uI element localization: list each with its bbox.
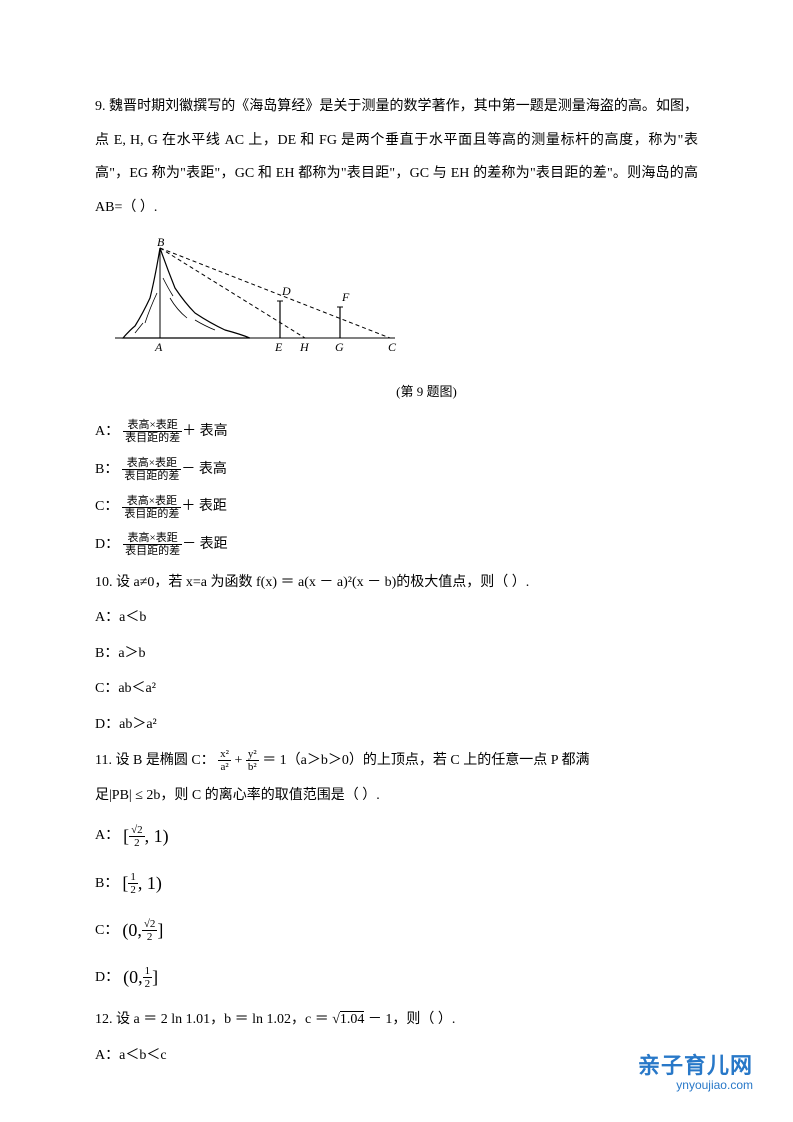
- svg-text:H: H: [299, 340, 310, 354]
- q11-option-b: B： [ 1 2 , 1): [95, 862, 698, 905]
- watermark-url: ynyoujiao.com: [638, 1078, 753, 1092]
- document-content: 9. 魏晋时期刘徽撰写的《海岛算经》是关于测量的数学著作，其中第一题是测量海盗的…: [95, 90, 698, 1073]
- q9-option-a: A： 表高×表距 表目距的差 ＋ 表高: [95, 415, 698, 449]
- q9-text: 9. 魏晋时期刘徽撰写的《海岛算经》是关于测量的数学著作，其中第一题是测量海盗的…: [95, 90, 698, 224]
- watermark-title: 亲子育儿网: [638, 1048, 753, 1080]
- q10-option-c: C：ab＜a²: [95, 672, 698, 706]
- q11-option-d: D： (0, 1 2 ]: [95, 956, 698, 999]
- q9-option-b: B： 表高×表距 表目距的差 － 表高: [95, 453, 698, 487]
- svg-text:B: B: [157, 238, 165, 249]
- q11-option-a: A： [ √2 2 , 1): [95, 815, 698, 858]
- watermark: 亲子育儿网 ynyoujiao.com: [638, 1048, 753, 1092]
- island-diagram: B A E H G C D F: [95, 238, 405, 358]
- q11-option-c: C： (0, √2 2 ]: [95, 909, 698, 952]
- svg-text:A: A: [154, 340, 163, 354]
- q11-line1: 11. 设 B 是椭圆 C： x² a² + y² b² ＝ 1（a＞b＞0）的…: [95, 744, 698, 778]
- q10-option-b: B：a＞b: [95, 637, 698, 671]
- q12-option-a: A：a＜b＜c: [95, 1039, 698, 1073]
- q10-text: 10. 设 a≠0，若 x=a 为函数 f(x) ＝ a(x － a)²(x －…: [95, 566, 698, 600]
- q9-figure: B A E H G C D F (第 9 题图): [95, 238, 698, 407]
- svg-text:C: C: [388, 340, 397, 354]
- q11-line2: 足|PB| ≤ 2b，则 C 的离心率的取值范围是（ ）.: [95, 779, 698, 813]
- q9-caption: (第 9 题图): [95, 376, 698, 407]
- svg-text:E: E: [274, 340, 283, 354]
- q10-option-d: D：ab＞a²: [95, 708, 698, 742]
- svg-text:G: G: [335, 340, 344, 354]
- svg-text:D: D: [281, 284, 291, 298]
- q9-option-c: C： 表高×表距 表目距的差 ＋ 表距: [95, 490, 698, 524]
- q10-option-a: A：a＜b: [95, 601, 698, 635]
- svg-text:F: F: [341, 290, 350, 304]
- q9-option-d: D： 表高×表距 表目距的差 － 表距: [95, 528, 698, 562]
- q12-text: 12. 设 a ＝ 2 ln 1.01，b ＝ ln 1.02，c ＝ √1.0…: [95, 1003, 698, 1037]
